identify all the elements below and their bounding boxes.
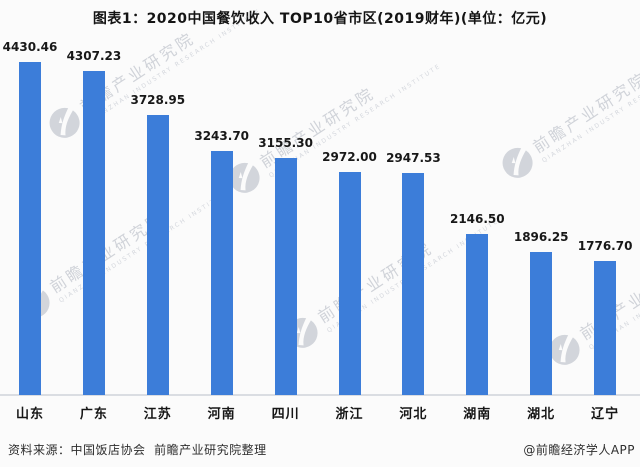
bar-value-label: 1896.25 xyxy=(513,230,569,244)
x-axis-label: 河北 xyxy=(399,407,428,422)
chart-bar xyxy=(530,252,553,395)
x-axis-label: 山东 xyxy=(15,407,44,422)
x-axis-label: 江苏 xyxy=(143,407,172,422)
x-axis-label: 辽宁 xyxy=(591,407,620,422)
bar-value-label: 2972.00 xyxy=(322,150,377,164)
chart-bar xyxy=(146,115,169,395)
bar-value-label: 4307.23 xyxy=(66,49,122,63)
x-axis-line xyxy=(0,394,640,396)
chart-bar xyxy=(402,173,425,395)
bar-value-label: 3728.95 xyxy=(130,93,186,107)
chart-bar xyxy=(466,234,489,395)
bar-value-label: 1776.70 xyxy=(577,239,633,253)
credit-text: @前瞻经济学人APP xyxy=(523,443,635,457)
x-axis-label: 河南 xyxy=(207,407,236,422)
data-source-text: 资料来源：中国饭店协会 前瞻产业研究院整理 xyxy=(8,443,267,457)
chart-bar xyxy=(338,172,361,395)
chart-title: 图表1：2020中国餐饮收入 TOP10省市区(2019财年)(单位：亿元) xyxy=(92,11,548,27)
chart-bar xyxy=(19,62,41,395)
chart-bar xyxy=(594,261,617,395)
bar-value-label: 2146.50 xyxy=(449,212,505,226)
x-axis-label: 广东 xyxy=(79,407,108,422)
bar-value-label: 4430.46 xyxy=(2,40,58,54)
x-axis-label: 浙江 xyxy=(335,407,364,422)
x-axis-label: 湖南 xyxy=(463,407,492,422)
x-axis-label: 湖北 xyxy=(527,407,556,422)
bar-value-label: 3243.70 xyxy=(194,129,250,143)
x-axis-label: 四川 xyxy=(271,407,300,422)
chart-bar xyxy=(210,151,233,395)
bar-value-label: 3155.30 xyxy=(258,136,313,150)
bar-value-label: 2947.53 xyxy=(386,151,441,165)
chart-bar xyxy=(82,71,105,395)
chart-bar xyxy=(274,158,297,395)
